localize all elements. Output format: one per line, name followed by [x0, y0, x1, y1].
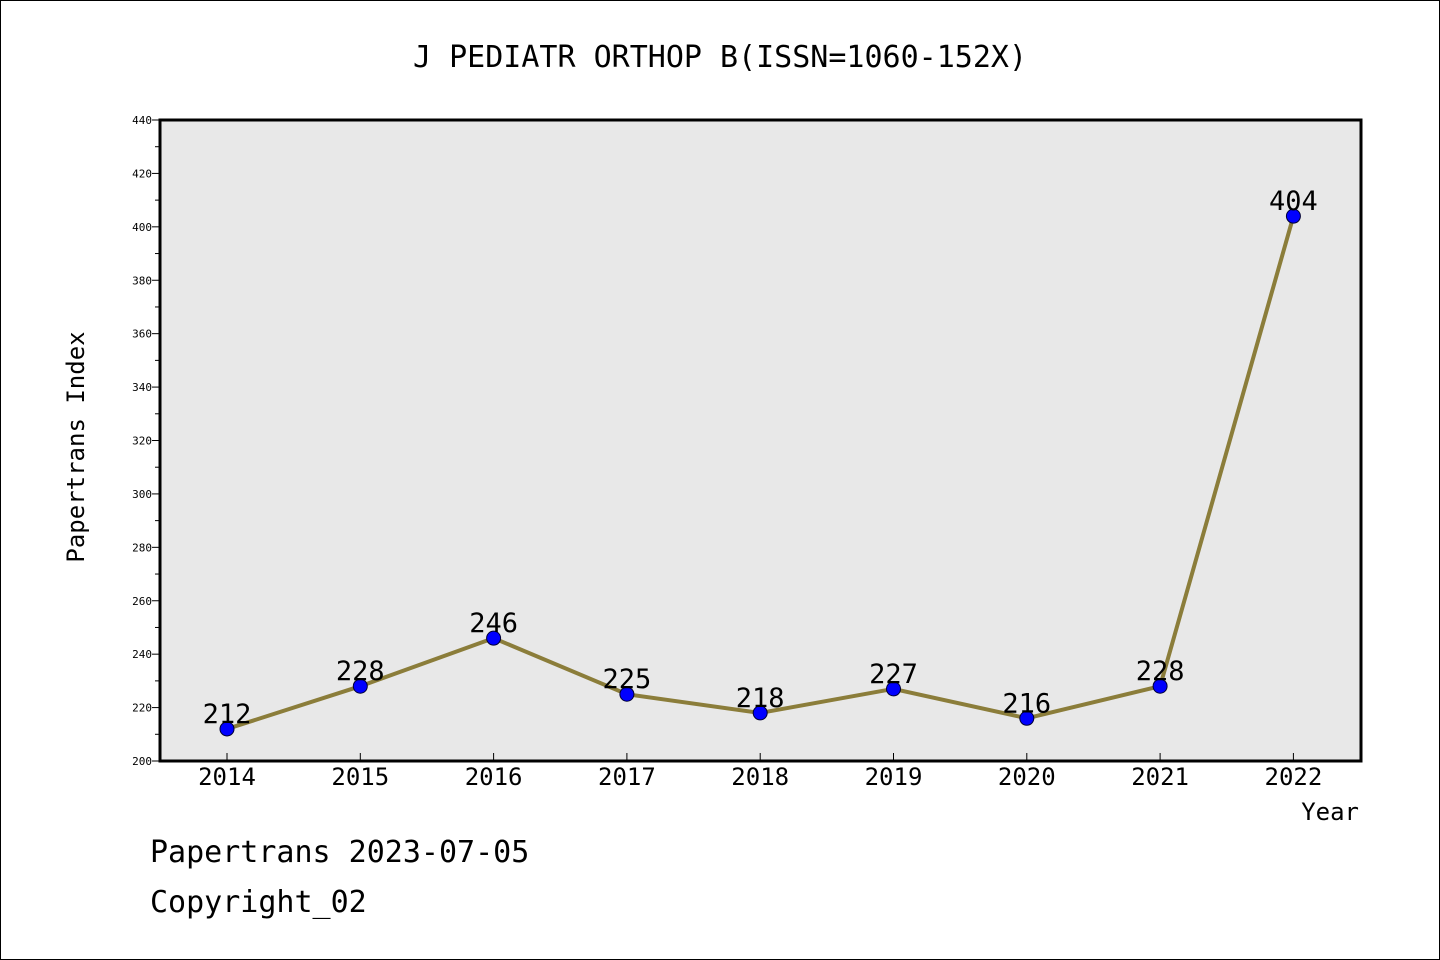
data-label: 227 [869, 659, 918, 690]
y-tick-label: 280 [132, 541, 152, 554]
data-label: 404 [1269, 186, 1318, 217]
data-markers [219, 208, 1301, 737]
x-tick-label: 2022 [1265, 763, 1323, 791]
y-tick-label: 400 [132, 221, 152, 234]
y-tick-label: 200 [132, 755, 152, 768]
y-tick-label: 360 [132, 328, 152, 341]
y-tick-label: 240 [132, 648, 152, 661]
plot-area [158, 118, 1363, 763]
footer-date: Papertrans 2023-07-05 [150, 835, 530, 870]
data-point [219, 721, 235, 737]
x-tick-label: 2021 [1131, 763, 1189, 791]
y-tick-label: 220 [132, 702, 152, 715]
x-tick-label: 2016 [465, 763, 523, 791]
data-point [486, 630, 502, 646]
chart-title: J PEDIATR ORTHOP B(ISSN=1060-152X) [413, 40, 1027, 75]
x-axis-label: Year [1301, 798, 1359, 826]
y-tick-label: 340 [132, 381, 152, 394]
y-tick-label: 260 [132, 595, 152, 608]
x-tick-label: 2017 [598, 763, 656, 791]
data-label: 218 [736, 683, 785, 714]
data-point [886, 681, 901, 697]
data-label: 246 [469, 608, 518, 639]
data-point [1152, 678, 1168, 694]
x-tick-label: 2018 [731, 763, 789, 791]
data-point [1019, 710, 1035, 726]
footer-copyright: Copyright_02 [150, 885, 367, 920]
data-point [1285, 208, 1301, 224]
x-axis: 2014 2015 2016 2017 2018 2019 2020 2021 2022 [198, 753, 1322, 791]
x-tick-label: 2014 [198, 763, 256, 791]
data-label: 212 [203, 699, 252, 730]
y-axis: 200 220 240 260 280 300 320 340 360 380 400 420 440 [132, 114, 160, 768]
y-tick-label: 320 [132, 435, 152, 448]
data-label: 228 [1136, 656, 1185, 687]
data-point [752, 705, 768, 721]
x-tick-label: 2019 [865, 763, 923, 791]
data-label: 225 [603, 664, 652, 695]
data-label: 216 [1002, 688, 1051, 719]
x-tick-label: 2015 [331, 763, 389, 791]
y-tick-label: 300 [132, 488, 152, 501]
x-tick-label: 2020 [998, 763, 1056, 791]
data-point [619, 686, 635, 702]
y-tick-label: 440 [132, 114, 152, 127]
y-tick-label: 380 [132, 274, 152, 287]
y-axis-label: Papertrans Index [62, 331, 90, 562]
data-label: 228 [336, 656, 385, 687]
data-labels: 212 228 246 225 218 227 216 228 404 [203, 186, 1318, 730]
y-tick-label: 420 [132, 167, 152, 180]
data-point [352, 678, 368, 694]
